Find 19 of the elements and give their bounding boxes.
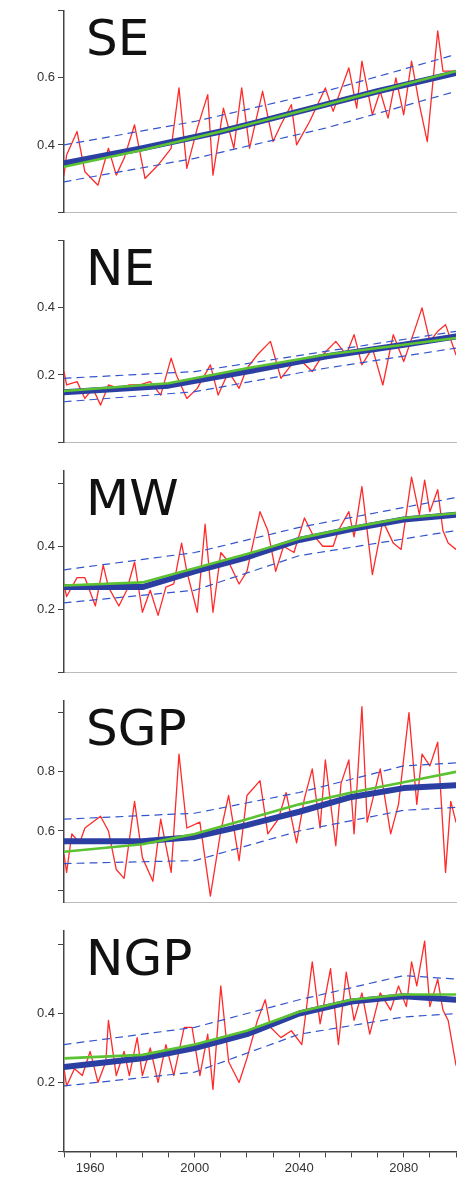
y-tick-label: 0.4 [36, 136, 55, 152]
y-tick-label: 0.6 [36, 69, 55, 85]
y-tick-label: 0.8 [36, 763, 55, 779]
y-tick-label: 0.2 [36, 600, 55, 616]
y-tick-label: 0.2 [36, 366, 55, 382]
chart-title: SE [86, 8, 150, 67]
y-tick-label: 0.4 [36, 299, 55, 315]
x-tick-label: 2000 [180, 1159, 210, 1175]
y-tick-label: 0.4 [36, 1005, 55, 1021]
chart-title: SGP [86, 698, 187, 757]
y-tick-label: 0.4 [36, 537, 55, 553]
chart-title: MW [86, 468, 179, 527]
x-tick-label: 2080 [389, 1159, 419, 1175]
y-tick-label: 0.2 [36, 1074, 55, 1090]
x-tick-label: 1960 [75, 1159, 105, 1175]
x-tick-label: 2040 [284, 1159, 314, 1175]
chart-title: NGP [86, 928, 193, 987]
y-tick-label: 0.6 [36, 822, 55, 838]
chart-title: NE [86, 238, 155, 297]
